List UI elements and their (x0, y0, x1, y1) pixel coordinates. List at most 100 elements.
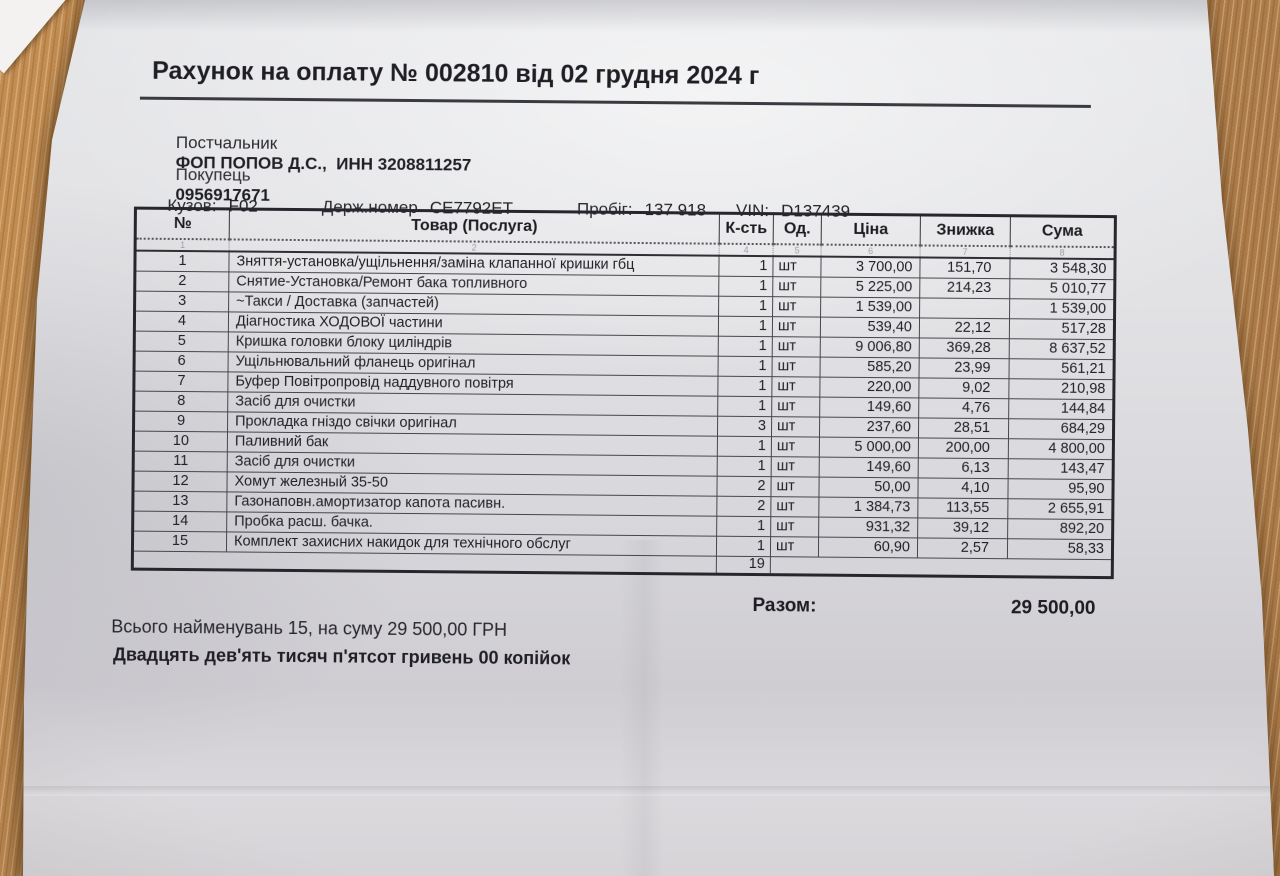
row-number-cell: 12 (132, 471, 228, 492)
quantity-cell: 1 (718, 255, 774, 277)
title-underline (139, 96, 1091, 109)
unit-cell: шт (772, 256, 822, 278)
column-header: Товар (Послуга) (229, 208, 720, 244)
discount-cell: 4,10 (917, 477, 1009, 499)
unit-cell: шт (772, 276, 821, 298)
items-table: № Товар (Послуга) К-сть Од. Ціна Знижка Сума 1… (130, 206, 1117, 580)
sum-cell: 8 637,52 (1009, 338, 1115, 360)
sum-cell: 95,90 (1007, 478, 1114, 500)
quantity-cell: 1 (718, 276, 773, 297)
price-cell: 1 384,73 (818, 497, 918, 518)
paper-fold-crease (23, 786, 1274, 796)
row-number-cell: 10 (133, 431, 228, 452)
price-cell: 1 539,00 (820, 297, 920, 318)
unit-cell: шт (770, 536, 819, 558)
sum-cell: 5 010,77 (1009, 278, 1115, 300)
column-number: 5 (773, 244, 822, 257)
discount-cell: 369,28 (919, 337, 1010, 359)
row-number-cell: 5 (134, 331, 229, 352)
unit-cell: шт (771, 396, 820, 418)
price-cell: 5 225,00 (820, 277, 920, 298)
discount-cell: 28,51 (918, 417, 1009, 439)
discount-cell: 39,12 (917, 517, 1008, 539)
quantity-cell: 1 (718, 356, 773, 377)
unit-cell: шт (772, 316, 821, 338)
row-number-cell: 3 (134, 291, 229, 312)
unit-cell: шт (770, 476, 820, 498)
discount-cell: 214,23 (919, 277, 1010, 299)
amount-in-words: Двадцять дев'ять тисяч п'ятсот гривень 0… (112, 644, 571, 669)
discount-cell: 113,55 (917, 497, 1008, 519)
unit-cell: шт (772, 356, 821, 378)
row-number-cell: 13 (132, 491, 227, 512)
sum-cell: 684,29 (1008, 418, 1114, 440)
quantity-cell: 1 (717, 396, 772, 417)
column-number: 4 (719, 243, 774, 257)
quantity-total-cell: 19 (716, 556, 771, 575)
price-cell: 237,60 (819, 417, 919, 438)
unit-cell: шт (771, 436, 820, 458)
discount-cell: 9,02 (918, 377, 1009, 399)
column-number: 7 (920, 245, 1011, 259)
row-number-cell: 9 (133, 411, 228, 432)
paper-vertical-crease (620, 540, 664, 876)
unit-cell: шт (771, 376, 821, 398)
discount-cell: 6,13 (918, 457, 1009, 479)
sum-cell: 58,33 (1007, 538, 1113, 560)
invoice-title: Рахунок на оплату № 002810 від 02 грудня… (152, 56, 760, 91)
row-number-cell: 15 (132, 531, 227, 552)
quantity-cell: 2 (716, 476, 772, 497)
row-number-cell: 4 (134, 311, 229, 332)
row-number-cell: 7 (133, 371, 229, 392)
sum-cell: 2 655,91 (1007, 498, 1113, 520)
column-header: Ціна (821, 214, 921, 246)
row-number-cell: 1 (134, 250, 230, 272)
column-header: К-сть (719, 213, 774, 245)
quantity-cell: 1 (718, 336, 773, 357)
empty-cell (770, 556, 1113, 578)
quantity-cell: 1 (716, 516, 771, 537)
quantity-cell: 1 (717, 456, 772, 477)
price-cell: 3 700,00 (820, 256, 921, 278)
price-cell: 9 006,80 (820, 337, 920, 358)
sum-cell: 3 548,30 (1009, 258, 1116, 280)
price-cell: 149,60 (819, 397, 919, 418)
price-cell: 220,00 (819, 377, 919, 398)
unit-cell: шт (772, 336, 821, 358)
unit-cell: шт (770, 496, 819, 518)
price-cell: 5 000,00 (819, 437, 919, 458)
sum-cell: 561,21 (1008, 358, 1115, 380)
column-header: Сума (1010, 215, 1116, 248)
price-cell: 50,00 (818, 477, 919, 498)
quantity-cell: 3 (717, 416, 772, 437)
column-header: Од. (773, 213, 822, 245)
summary-line: Всього найменувань 15, на суму 29 500,00… (111, 616, 508, 640)
sum-cell: 144,84 (1008, 398, 1114, 420)
column-header: № (135, 208, 230, 240)
price-cell: 149,60 (819, 457, 919, 478)
row-number-cell: 8 (133, 391, 228, 412)
sum-cell: 1 539,00 (1009, 298, 1115, 320)
unit-cell: шт (771, 456, 820, 478)
price-cell: 60,90 (818, 537, 918, 558)
unit-cell: шт (771, 416, 820, 438)
column-number: 6 (821, 244, 921, 258)
unit-cell: шт (772, 296, 821, 318)
empty-cell (132, 551, 717, 575)
column-number: 8 (1010, 246, 1116, 260)
price-cell: 539,40 (820, 317, 920, 338)
column-number: 1 (135, 238, 230, 252)
row-number-cell: 11 (133, 451, 228, 472)
quantity-cell: 1 (716, 536, 771, 557)
discount-cell (919, 297, 1010, 319)
discount-cell: 23,99 (918, 357, 1010, 379)
sum-cell: 210,98 (1008, 378, 1114, 400)
row-number-cell: 14 (132, 511, 227, 532)
quantity-cell: 1 (718, 316, 773, 337)
total-value: 29 500,00 (1010, 597, 1096, 619)
quantity-cell: 1 (717, 436, 772, 457)
price-cell: 585,20 (820, 357, 920, 378)
